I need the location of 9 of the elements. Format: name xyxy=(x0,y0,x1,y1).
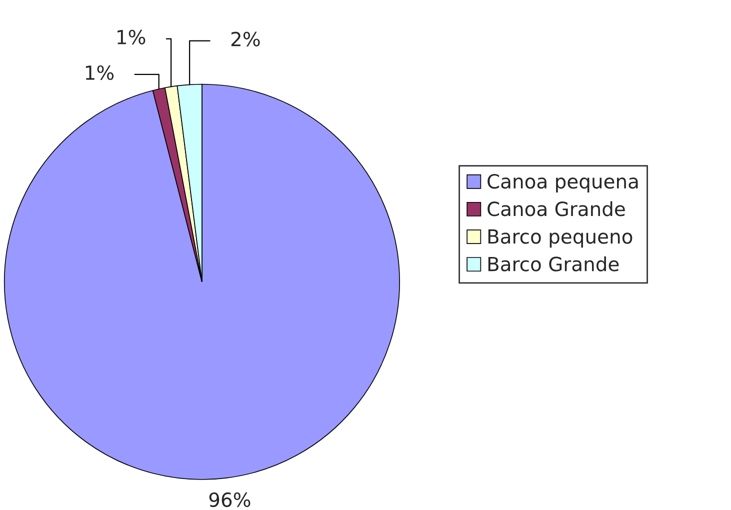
legend-label: Barco pequeno xyxy=(488,229,632,248)
data-label: 96% xyxy=(209,492,250,508)
data-label: 1% xyxy=(86,65,114,80)
data-label: 2% xyxy=(231,32,260,46)
legend-label: Barco Grande xyxy=(488,256,619,272)
data-label: 1% xyxy=(118,30,146,44)
pie-slice xyxy=(4,84,400,480)
legend-label: Canoa pequena xyxy=(488,174,638,192)
legend-label: Canoa Grande xyxy=(488,201,625,216)
